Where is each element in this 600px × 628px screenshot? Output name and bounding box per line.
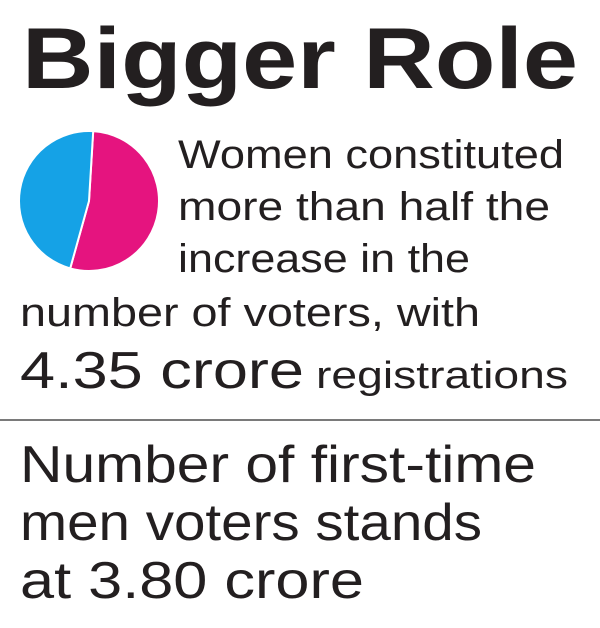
pie-slice (68, 130, 160, 272)
caption-line: Women constituted (178, 133, 564, 177)
caption-line: increase in the (178, 237, 470, 281)
pie-slice (18, 130, 95, 270)
title: Bigger Role (22, 11, 578, 107)
caption-line: more than half the (178, 185, 550, 229)
note-line: Number of first-time (20, 436, 536, 494)
caption-figure: 4.35 crore (20, 342, 304, 400)
caption-figure-note: registrations (316, 355, 568, 397)
note-line: at 3.80 crore (20, 552, 364, 610)
caption-line: number of voters, with (20, 291, 480, 335)
note-line: men voters stands (20, 494, 482, 552)
pie (18, 130, 160, 272)
